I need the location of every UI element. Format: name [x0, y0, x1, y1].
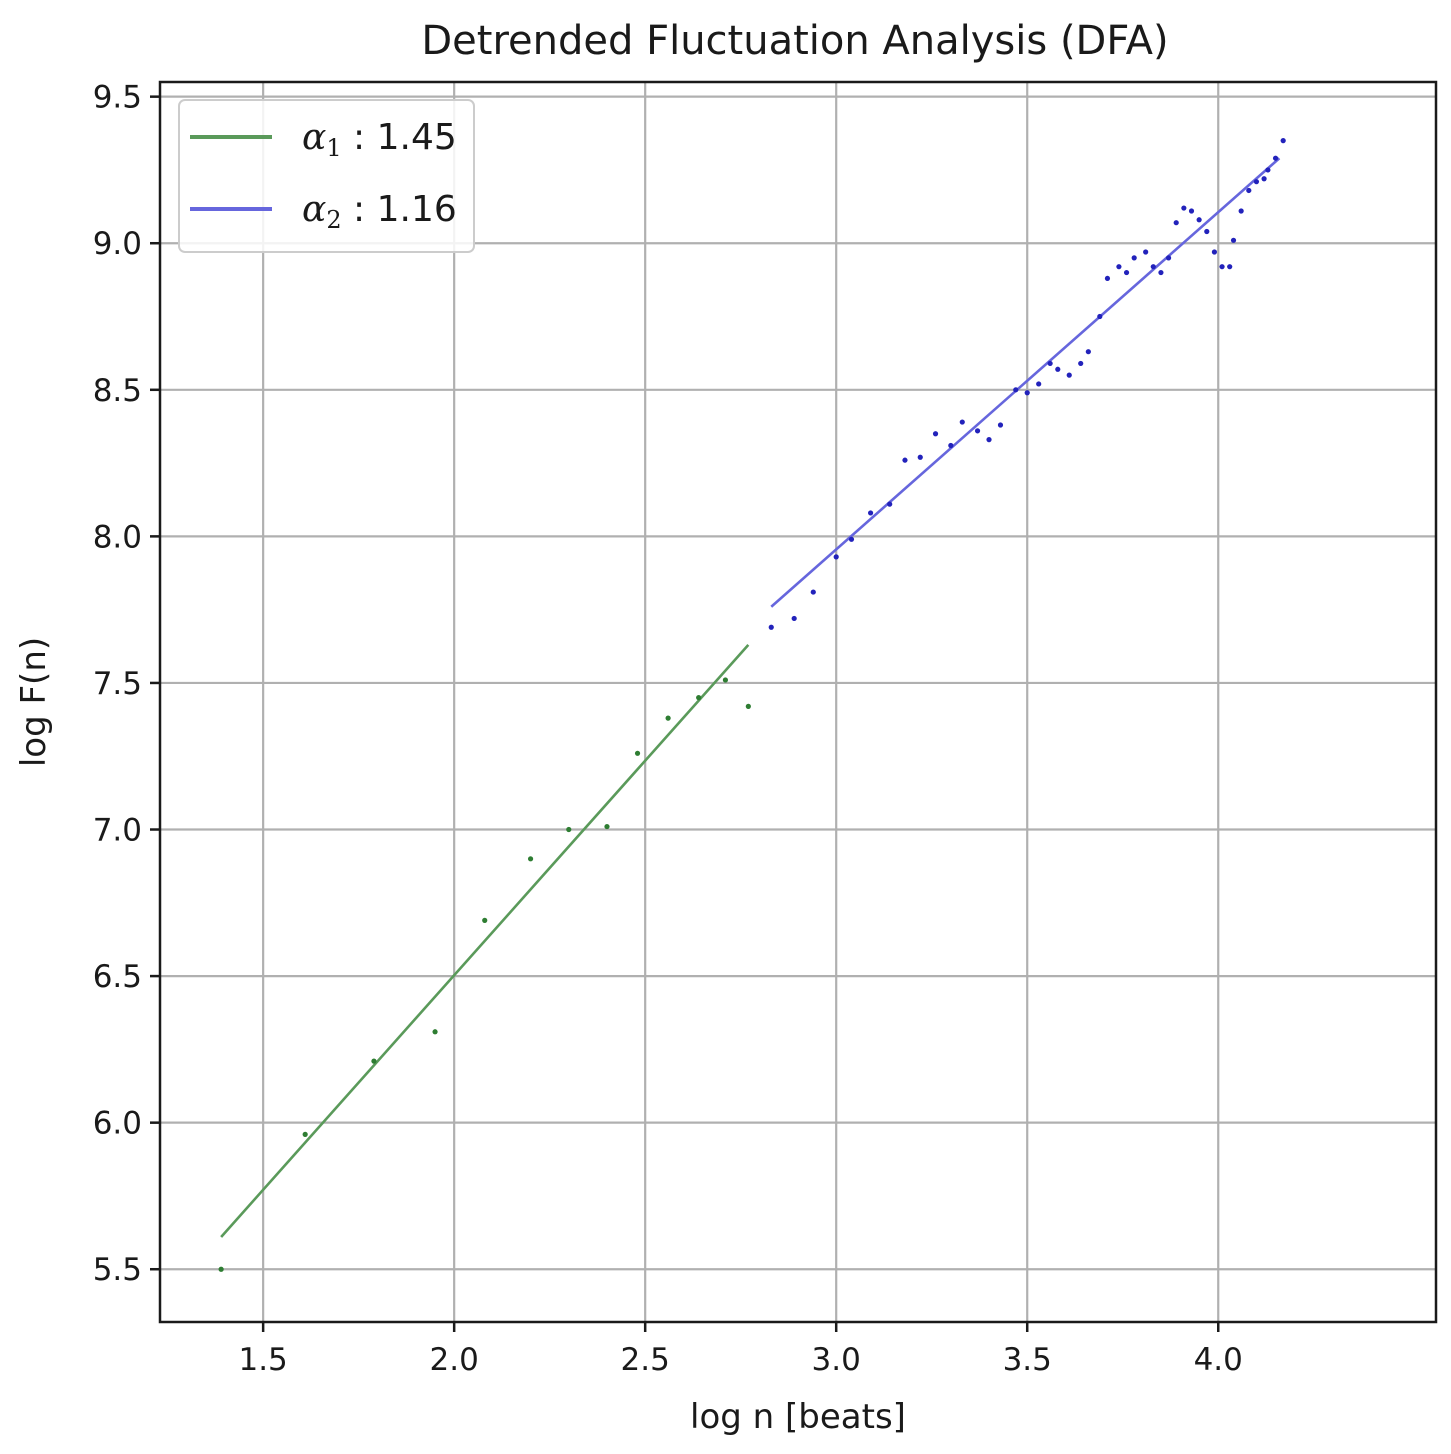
data-point	[604, 823, 610, 830]
legend-label-2: α2 : 1.16	[302, 189, 457, 234]
data-point	[745, 703, 751, 709]
x-tick-label: 2.0	[430, 1342, 479, 1378]
y-tick-label: 9.0	[93, 226, 142, 262]
x-axis-ticks: 1.5 2.0 2.5 3.0 3.5 4.0	[238, 1322, 1243, 1378]
x-axis-label: log n [beats]	[690, 1397, 906, 1437]
legend-entries: α1 : 1.45 α2 : 1.16	[190, 117, 457, 234]
data-point	[1219, 264, 1225, 270]
data-point	[1204, 228, 1210, 235]
data-point	[1078, 360, 1084, 367]
data-point	[887, 501, 893, 507]
data-point	[848, 536, 855, 542]
data-point	[482, 917, 488, 923]
data-point	[1085, 349, 1091, 355]
data-point	[1143, 249, 1149, 255]
data-point	[1280, 138, 1286, 144]
data-point	[1211, 249, 1218, 255]
data-point	[810, 589, 816, 595]
data-point	[1158, 269, 1164, 276]
data-point	[1196, 217, 1202, 223]
data-point	[1131, 255, 1137, 261]
data-point	[1173, 220, 1179, 226]
legend-label-1: α1 : 1.45	[302, 117, 457, 162]
data-point	[867, 510, 874, 516]
data-point	[527, 856, 534, 862]
y-tick-label: 8.5	[93, 373, 142, 409]
data-point	[302, 1131, 308, 1137]
data-point	[1272, 155, 1279, 161]
x-tick-label: 3.5	[1003, 1342, 1052, 1378]
fit-line-1	[220, 643, 750, 1238]
data-point	[1253, 179, 1260, 185]
legend: α1 : 1.45 α2 : 1.16	[178, 99, 475, 253]
data-point	[634, 750, 641, 756]
data-point	[902, 457, 908, 463]
data-point	[959, 419, 965, 425]
data-point	[917, 454, 923, 460]
data-point	[1066, 372, 1072, 378]
data-point	[1181, 205, 1187, 211]
data-point	[932, 431, 939, 437]
data-point	[1116, 264, 1122, 270]
grid-lines	[160, 82, 1436, 1322]
y-tick-label: 9.5	[93, 80, 142, 116]
data-point	[1104, 275, 1111, 282]
data-point	[1238, 208, 1244, 214]
data-point	[1227, 264, 1233, 270]
data-point	[1265, 167, 1271, 173]
x-tick-label: 3.0	[812, 1342, 861, 1378]
x-tick-label: 2.5	[621, 1342, 670, 1378]
x-tick-label: 1.5	[238, 1342, 287, 1378]
plot-frame	[158, 80, 1438, 1324]
data-point	[696, 695, 702, 701]
data-point	[218, 1266, 224, 1272]
data-point	[722, 677, 729, 683]
y-tick-label: 6.5	[93, 959, 142, 995]
data-point	[371, 1058, 377, 1064]
x-tick-label: 4.0	[1194, 1342, 1243, 1378]
y-tick-label: 6.0	[93, 1106, 142, 1142]
data-point	[791, 615, 797, 622]
data-point	[1246, 187, 1252, 194]
data-point	[948, 442, 954, 449]
data-point	[1123, 269, 1130, 276]
data-point	[665, 715, 671, 721]
data-point	[1047, 360, 1053, 367]
data-point	[833, 554, 839, 560]
data-point	[1165, 255, 1172, 261]
fit-lines	[220, 157, 1281, 1238]
data-point	[1097, 313, 1103, 320]
data-point	[566, 826, 572, 833]
chart-title: Detrended Fluctuation Analysis (DFA)	[421, 18, 1168, 64]
data-point	[1036, 381, 1042, 387]
data-point	[1150, 264, 1156, 270]
data-point	[986, 437, 992, 443]
data-point	[1013, 387, 1019, 393]
data-point	[1230, 237, 1237, 243]
y-tick-label: 5.5	[93, 1252, 142, 1288]
y-axis-ticks: 5.5 6.0 6.5 7.0 7.5 8.0 8.5 9.0 9.5	[93, 80, 160, 1288]
data-point	[1261, 176, 1267, 182]
data-point	[768, 624, 774, 630]
data-point	[1024, 390, 1030, 396]
y-tick-label: 7.5	[93, 666, 142, 702]
fit-line-2	[770, 157, 1281, 608]
data-points	[218, 138, 1286, 1272]
data-point	[997, 422, 1004, 428]
y-tick-label: 8.0	[93, 519, 142, 555]
data-point	[974, 428, 981, 434]
y-axis-label: log F(n)	[14, 637, 54, 767]
data-point	[1188, 208, 1195, 214]
y-tick-label: 7.0	[93, 813, 142, 849]
data-point	[1055, 366, 1061, 372]
data-point	[432, 1029, 438, 1035]
